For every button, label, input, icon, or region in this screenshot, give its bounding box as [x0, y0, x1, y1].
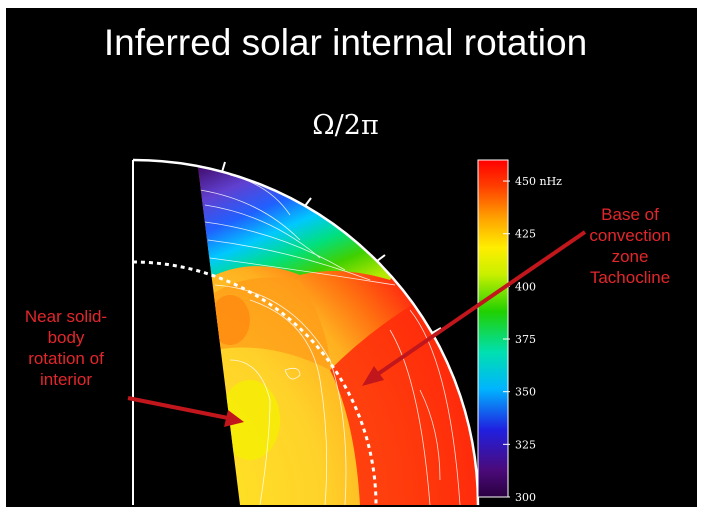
- quantity-label: Ω/2π: [312, 110, 379, 141]
- latitude-ticks: [221, 161, 442, 334]
- arrow-left-head: [224, 410, 244, 427]
- annotation-line: convection: [589, 226, 671, 245]
- annotation-tachocline: Base of convection zone Tachocline: [560, 204, 700, 288]
- annotation-line: body: [47, 328, 85, 347]
- annotation-line: interior: [40, 370, 92, 389]
- colorbar-tick-label: 400: [515, 280, 536, 293]
- colorbar-tick-label: 300: [515, 491, 536, 504]
- colorbar-tick-label: 350: [515, 386, 536, 399]
- annotation-arrows: [127, 230, 587, 427]
- annotation-line: Near solid-: [24, 307, 108, 326]
- annotation-line: rotation of: [28, 349, 104, 368]
- annotation-line: Tachocline: [589, 268, 671, 287]
- solar-surface-arc: [132, 158, 480, 506]
- arrow-right-head: [362, 366, 384, 386]
- annotation-line: Base of: [601, 205, 659, 224]
- colorbar-tick-label: 425: [515, 228, 536, 241]
- colorbar: [477, 159, 509, 498]
- colorbar-ticks: 450 nHz 425 400 375 350 325 300: [503, 175, 562, 504]
- annotation-solid-body: Near solid- body rotation of interior: [0, 306, 132, 390]
- colorbar-tick-label: 450 nHz: [515, 175, 562, 188]
- colorbar-tick-label: 325: [515, 438, 536, 451]
- annotation-line: zone: [611, 247, 649, 266]
- slide-title: Inferred solar internal rotation: [103, 22, 588, 63]
- colorbar-tick-label: 375: [515, 333, 536, 346]
